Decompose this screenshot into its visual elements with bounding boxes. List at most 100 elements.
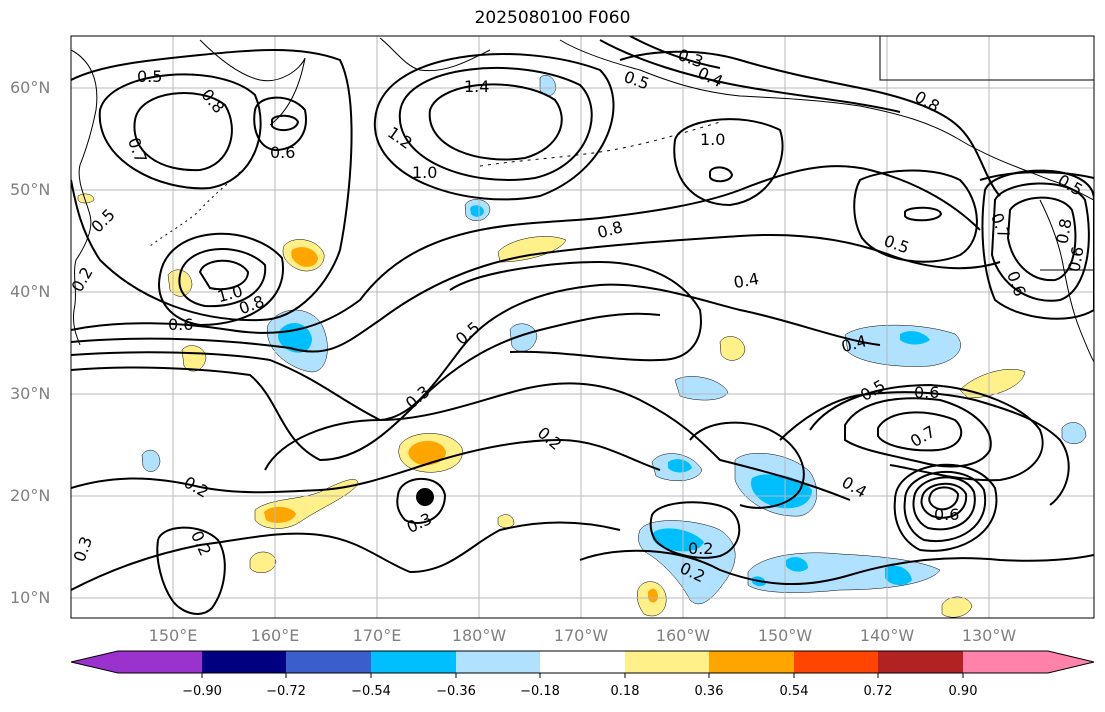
lon-label: 150°W — [757, 626, 813, 645]
contour-0p5-east — [809, 383, 1044, 482]
lat-label: 10°N — [10, 588, 51, 607]
contour-0p8-west — [133, 92, 233, 172]
coast-canada — [879, 36, 1094, 81]
contour-small-ring-2 — [904, 206, 943, 222]
contour-0p3-se — [689, 421, 805, 509]
shade-blue-11 — [1061, 422, 1087, 444]
lat-label: 60°N — [10, 78, 51, 97]
shade-cyan-4 — [750, 474, 812, 509]
colorbar-segment — [118, 651, 202, 673]
lat-label: 20°N — [10, 486, 51, 505]
shade-yellow-6 — [249, 551, 277, 574]
contour-label: 1.0 — [412, 163, 437, 182]
shade-cyan-7 — [885, 565, 912, 586]
colorbar — [70, 650, 1095, 678]
lon-label: 170°W — [553, 626, 609, 645]
contour-0p7-east — [877, 411, 963, 452]
contour-label: 0.8 — [1052, 217, 1075, 245]
shade-cyan-6 — [786, 557, 808, 572]
contour-0p4-loop — [449, 260, 702, 362]
contour-1p4 — [428, 83, 563, 161]
contour-0p4-main — [71, 283, 881, 422]
contour-small-ring-1 — [709, 166, 734, 183]
contour-0p3-ak — [629, 36, 721, 69]
contour-label: 1.0 — [700, 130, 725, 149]
shade-orange-2 — [408, 440, 446, 466]
colorbar-segment — [540, 651, 625, 673]
shade-yellow-10 — [959, 368, 1026, 399]
shade-yellow-12 — [497, 514, 515, 528]
colorbar-over-arrow — [1048, 651, 1094, 673]
colorbar-tick-label: 0.54 — [779, 684, 809, 699]
lon-label: 160°W — [655, 626, 711, 645]
coast-alaska-south — [559, 39, 1094, 201]
contour-0p2-south2 — [579, 549, 1094, 586]
shade-cyan-3 — [668, 459, 692, 473]
contour-ring-e4 — [903, 470, 987, 542]
contour-0p6-main — [71, 165, 981, 334]
shade-orange-3 — [264, 506, 296, 523]
colorbar-tick-label: 0.90 — [948, 684, 978, 699]
shade-orange-4 — [648, 588, 658, 603]
contour-ring-e3 — [912, 476, 976, 531]
contour-0p7-west — [98, 73, 262, 190]
lon-label: 140°W — [859, 626, 915, 645]
lon-label: 170°E — [352, 626, 402, 645]
coast-asia — [71, 49, 98, 346]
contours — [71, 36, 1094, 615]
lon-label: 150°E — [148, 626, 198, 645]
contour-label: 0.6 — [934, 505, 959, 524]
shade-cyan-2 — [470, 205, 484, 217]
contour-high-ring-1 — [271, 114, 300, 132]
contour-0p2-south — [71, 521, 621, 591]
colorbar-segment — [625, 651, 709, 673]
colorbar-tick-label: 0.36 — [694, 684, 724, 699]
shade-cyan-9 — [900, 331, 930, 345]
colorbar-segment — [286, 651, 371, 673]
lon-label: 160°E — [250, 626, 300, 645]
colorbar-segment — [878, 651, 963, 673]
contour-0p8-west2 — [178, 248, 267, 308]
shade-yellow-13 — [77, 193, 95, 204]
contour-0p6-west — [253, 96, 307, 152]
contour-0p5-main — [71, 233, 1001, 353]
contour-label: 0.5 — [137, 67, 162, 86]
coast-alaska-west — [379, 37, 491, 72]
shade-orange-1 — [291, 247, 318, 267]
shade-blue-10 — [844, 324, 961, 367]
lon-label: 180°W — [451, 626, 507, 645]
contour-0p3-south — [264, 382, 851, 501]
contour-ring-e5 — [893, 463, 998, 552]
shaded-regions — [77, 75, 1087, 618]
contour-1p0-west — [198, 259, 250, 291]
colorbar-segment — [371, 651, 456, 673]
contour-0p3-main — [71, 312, 661, 462]
contour-0p5-north — [71, 49, 353, 322]
shade-blue-3 — [509, 323, 538, 352]
colorbar-tick-label: −0.18 — [520, 684, 560, 699]
shade-cyan-5 — [652, 528, 704, 552]
shade-yellow-7 — [497, 236, 567, 263]
colorbar-segment — [963, 651, 1048, 673]
lon-label: 130°W — [961, 626, 1017, 645]
contour-label: 1.4 — [464, 77, 489, 96]
map-border — [70, 35, 1095, 619]
contour-0p8-ne1 — [1006, 196, 1077, 282]
coastlines — [71, 36, 1094, 363]
colorbar-under-arrow — [71, 651, 118, 673]
contour-label: 0.4 — [732, 269, 760, 292]
contour-0p5-ne — [853, 169, 978, 263]
contour-label: 0.2 — [688, 539, 713, 558]
contour-0p7-ne2 — [990, 182, 1090, 302]
contour-0p4-ak — [599, 39, 901, 113]
contour-0p5-ne4 — [979, 171, 1094, 181]
colorbar-segment — [709, 651, 794, 673]
contour-0p2-main — [71, 438, 661, 494]
contour-0p4-east — [779, 391, 1070, 506]
colorbar-tick-label: 0.72 — [863, 684, 893, 699]
colorbar-outline — [70, 650, 1095, 674]
contour-1p0-aleut — [673, 118, 784, 207]
gridlines — [71, 36, 1094, 618]
contour-1p2 — [398, 66, 593, 182]
